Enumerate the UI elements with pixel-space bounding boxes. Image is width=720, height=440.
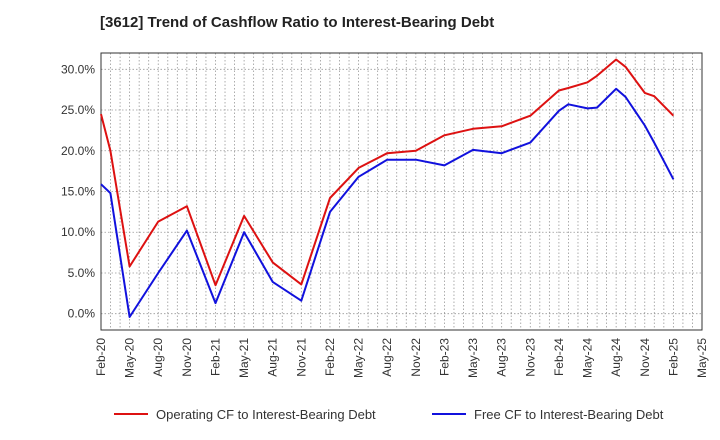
x-tick-label: May-22 xyxy=(352,338,366,378)
x-tick-label: Feb-21 xyxy=(208,338,222,376)
x-tick-label: May-24 xyxy=(581,338,595,378)
x-tick-label: Feb-24 xyxy=(552,338,566,376)
chart-title: [3612] Trend of Cashflow Ratio to Intere… xyxy=(100,14,495,31)
legend: Operating CF to Interest-Bearing Debt Fre… xyxy=(114,407,664,422)
x-tick-label: Aug-24 xyxy=(609,338,623,377)
y-tick-label: 15.0% xyxy=(61,185,95,199)
x-tick-label: Nov-24 xyxy=(638,338,652,377)
y-tick-label: 30.0% xyxy=(61,62,95,76)
x-tick-label: Aug-23 xyxy=(495,338,509,377)
x-tick-label: Feb-25 xyxy=(666,338,680,376)
plot-frame xyxy=(100,52,703,331)
y-tick-label: 0.0% xyxy=(68,307,96,321)
x-tick-label: Aug-21 xyxy=(266,338,280,377)
series-line-2 xyxy=(100,87,675,318)
y-tick-label: 25.0% xyxy=(61,103,95,117)
x-tick-label: Feb-23 xyxy=(437,338,451,376)
x-tick-label: May-20 xyxy=(123,338,137,378)
x-tick-label: May-21 xyxy=(237,338,251,378)
series-line-1 xyxy=(100,58,675,287)
y-tick-label: 5.0% xyxy=(68,266,96,280)
x-tick-label: Aug-22 xyxy=(380,338,394,377)
x-tick-label: Nov-20 xyxy=(180,338,194,377)
x-tick-label: Nov-23 xyxy=(523,338,537,377)
plot-area xyxy=(101,53,702,330)
y-tick-label: 10.0% xyxy=(61,225,95,239)
x-tick-label: Aug-20 xyxy=(151,338,165,377)
x-tick-label: Feb-22 xyxy=(323,338,337,376)
y-tick-label: 20.0% xyxy=(61,144,95,158)
x-tick-label: May-23 xyxy=(466,338,480,378)
legend-label-1: Operating CF to Interest-Bearing Debt xyxy=(156,407,376,422)
x-tick-label: May-25 xyxy=(695,338,709,378)
legend-label-2: Free CF to Interest-Bearing Debt xyxy=(474,407,664,422)
x-tick-label: Nov-22 xyxy=(409,338,423,377)
x-tick-label: Nov-21 xyxy=(294,338,308,377)
x-tick-label: Feb-20 xyxy=(94,338,108,376)
